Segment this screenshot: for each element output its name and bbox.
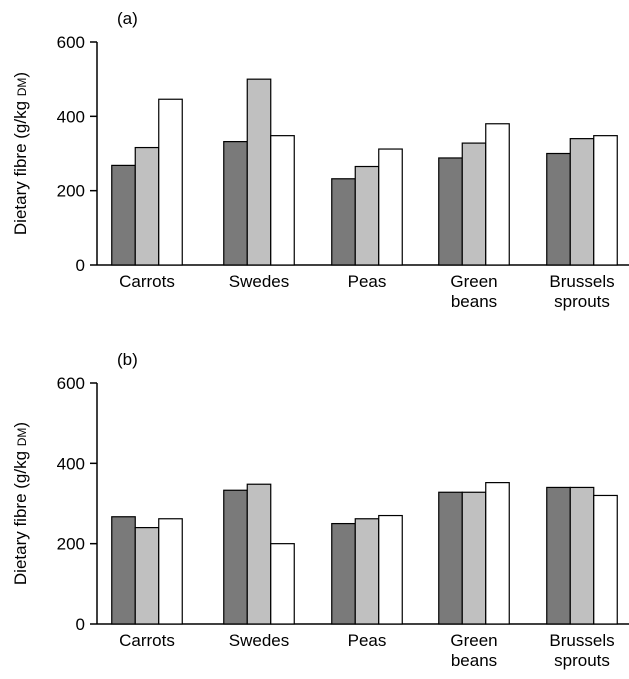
bar bbox=[378, 148, 403, 266]
panel-label: (b) bbox=[117, 350, 138, 369]
bar bbox=[485, 123, 510, 266]
x-category-label: Green bbox=[450, 272, 497, 291]
x-category-label: Swedes bbox=[229, 631, 289, 650]
bar bbox=[593, 135, 618, 266]
x-category-label: Green bbox=[450, 631, 497, 650]
x-category-label: Swedes bbox=[229, 272, 289, 291]
bar bbox=[158, 518, 183, 625]
bar bbox=[354, 518, 380, 625]
x-category-label: beans bbox=[451, 651, 497, 670]
y-tick-label: 200 bbox=[57, 535, 85, 554]
y-tick-label: 400 bbox=[57, 454, 85, 473]
panel-label: (a) bbox=[117, 9, 138, 28]
x-category-label: Peas bbox=[348, 272, 387, 291]
bar bbox=[134, 146, 160, 266]
y-tick-label: 400 bbox=[57, 107, 85, 126]
bar bbox=[438, 491, 463, 625]
bar bbox=[546, 152, 571, 266]
bar bbox=[546, 486, 571, 625]
y-tick-label: 600 bbox=[57, 374, 85, 393]
bar bbox=[246, 483, 272, 625]
y-tick-label: 0 bbox=[76, 615, 85, 634]
bar bbox=[223, 489, 248, 625]
bar bbox=[593, 494, 618, 625]
x-category-label: Brussels bbox=[549, 631, 614, 650]
bar bbox=[223, 141, 248, 266]
bar bbox=[485, 482, 510, 625]
bar bbox=[461, 491, 487, 625]
x-category-label: Brussels bbox=[549, 272, 614, 291]
x-category-label: Carrots bbox=[119, 272, 175, 291]
bar bbox=[438, 157, 463, 266]
bar bbox=[569, 138, 595, 266]
x-category-label: beans bbox=[451, 292, 497, 311]
panel-a: (a) Dietary fibre (g/kg DM) 0 200 400 600 Carr… bbox=[11, 9, 629, 311]
bar bbox=[158, 98, 183, 266]
x-category-label: Peas bbox=[348, 631, 387, 650]
bar bbox=[331, 522, 356, 625]
x-category-label: sprouts bbox=[554, 651, 610, 670]
bar bbox=[378, 514, 403, 625]
y-tick-label: 0 bbox=[76, 256, 85, 275]
bar bbox=[246, 78, 272, 266]
panel-b: (b) Dietary fibre (g/kg DM) 0 200 400 600 Carr… bbox=[11, 350, 629, 670]
bar bbox=[354, 165, 380, 266]
bar bbox=[569, 486, 595, 625]
bar bbox=[331, 178, 356, 266]
bar bbox=[270, 135, 295, 266]
bar bbox=[111, 516, 136, 625]
bar bbox=[270, 543, 295, 625]
y-tick-label: 200 bbox=[57, 182, 85, 201]
y-tick-label: 600 bbox=[57, 33, 85, 52]
y-axis-label: Dietary fibre (g/kg DM) bbox=[11, 422, 30, 585]
x-category-label: Carrots bbox=[119, 631, 175, 650]
x-category-label: sprouts bbox=[554, 292, 610, 311]
y-axis-label: Dietary fibre (g/kg DM) bbox=[11, 72, 30, 235]
bar bbox=[134, 526, 160, 625]
bar bbox=[111, 164, 136, 266]
bar bbox=[461, 142, 487, 266]
